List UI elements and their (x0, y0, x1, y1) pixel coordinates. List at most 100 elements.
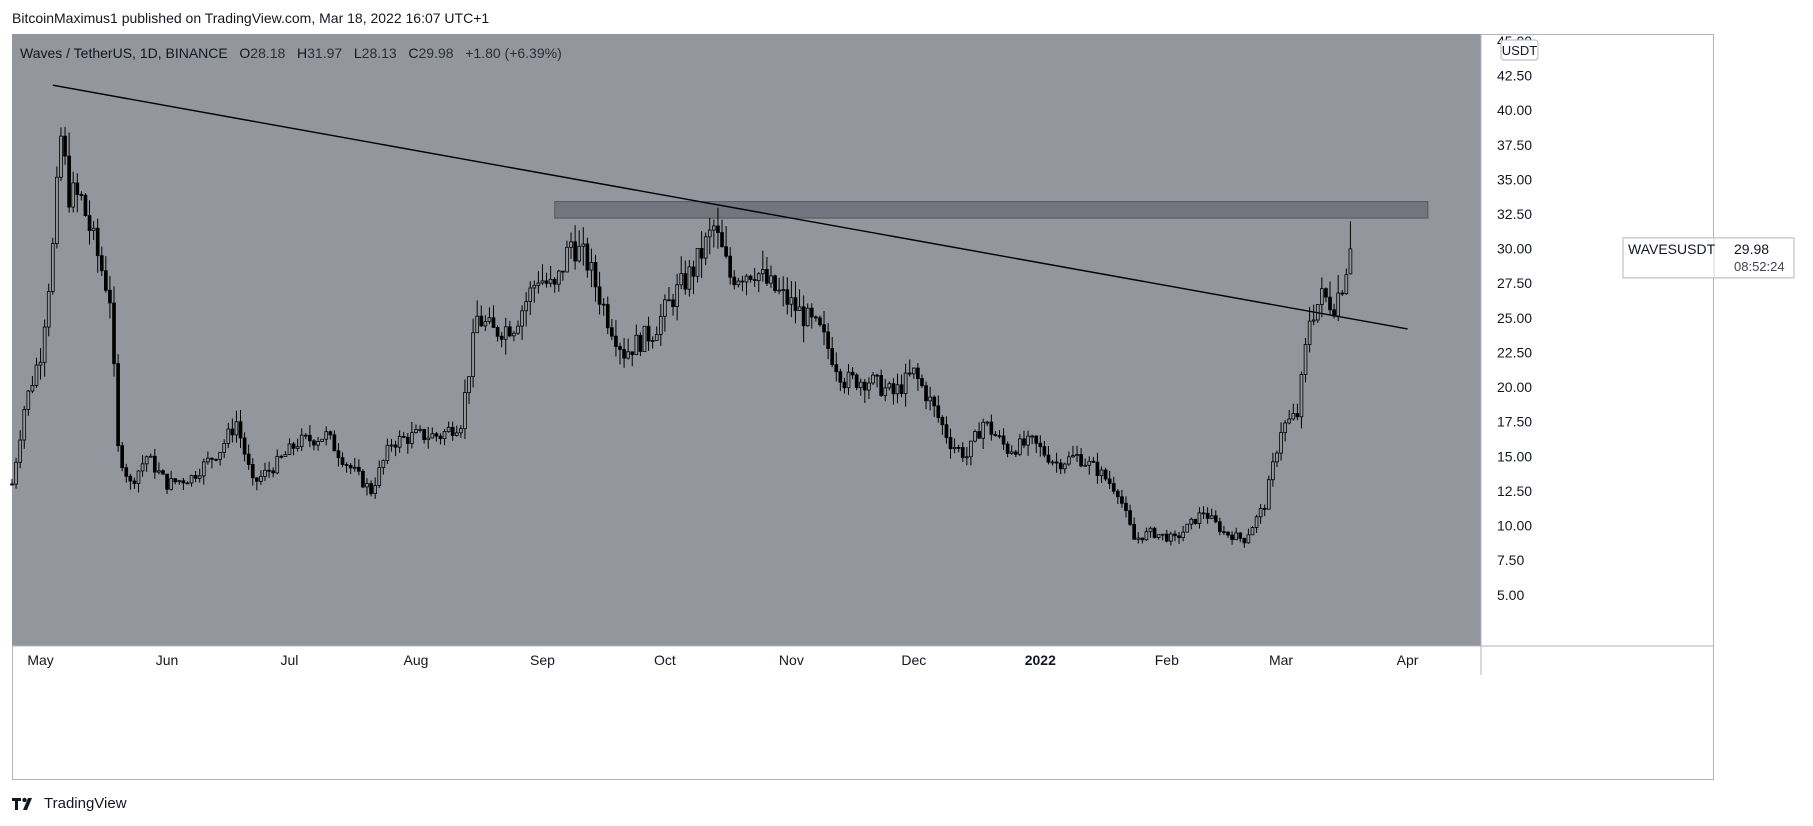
candle-body (626, 351, 630, 359)
y-tick-label: 15.00 (1497, 448, 1532, 464)
candle-body (161, 470, 165, 475)
candle-body (1144, 531, 1149, 541)
candle-body (675, 284, 679, 307)
candle-body (716, 225, 720, 233)
candle-body (230, 428, 235, 436)
candle-body (838, 371, 843, 383)
candle-body (1262, 507, 1267, 510)
candle-body (924, 385, 928, 402)
candle-body (724, 246, 728, 257)
candle-body (214, 458, 218, 461)
candle-body (475, 315, 480, 334)
candle-body (385, 444, 390, 462)
legend-open: 28.18 (250, 45, 285, 61)
candle-body (59, 135, 63, 178)
candle-body (728, 255, 733, 278)
candle-body (63, 135, 67, 157)
candle-body (136, 470, 141, 484)
candle-body (1128, 510, 1132, 525)
candle-body (903, 372, 908, 394)
x-tick-label: Mar (1269, 652, 1293, 668)
candle-body (401, 435, 406, 438)
candle-body (875, 374, 879, 377)
candle-body (50, 243, 55, 292)
candle-body (434, 433, 439, 437)
y-tick-label: 32.50 (1497, 206, 1532, 222)
candle-body (1213, 515, 1218, 523)
candle-body (1026, 435, 1030, 446)
candle-body (1054, 461, 1059, 464)
candle-body (1344, 274, 1349, 295)
candle-body (650, 340, 655, 342)
footer: TradingView (12, 795, 127, 812)
candle-body (189, 475, 194, 484)
candle-body (1050, 461, 1055, 464)
candle-body (369, 483, 373, 495)
candle-body (1034, 435, 1039, 444)
candle-body (10, 483, 14, 486)
candle-body (552, 278, 557, 285)
candle-body (1295, 413, 1300, 418)
candle-body (932, 396, 937, 407)
candle-body (622, 349, 626, 359)
candle-body (507, 326, 512, 337)
candle-body (1340, 292, 1345, 295)
candle-body (263, 469, 267, 477)
candle-body (679, 273, 684, 286)
candle-body (181, 480, 186, 484)
candle-body (373, 485, 377, 495)
candle-body (1030, 435, 1034, 438)
candle-body (38, 361, 43, 366)
candle-body (308, 434, 312, 442)
candle-body (365, 483, 369, 488)
candle-body (1169, 533, 1173, 542)
candle-body (71, 182, 76, 208)
candle-body (916, 367, 920, 379)
candle-body (965, 456, 969, 459)
candle-body (948, 437, 953, 450)
candle-body (250, 464, 255, 479)
y-tick-label: 12.50 (1497, 483, 1532, 499)
candle-body (895, 384, 900, 395)
candle-body (30, 385, 35, 392)
candle-body (981, 421, 986, 439)
candle-body (740, 280, 745, 283)
candle-body (993, 433, 998, 437)
candle-body (826, 331, 830, 349)
candle-body (91, 227, 96, 231)
candle-body (1164, 533, 1169, 542)
y-tick-label: 17.50 (1497, 414, 1532, 430)
candle-body (736, 280, 741, 286)
last-price-tag (1622, 237, 1795, 279)
resistance-zone (554, 201, 1429, 219)
candle-body (55, 176, 59, 245)
candle-body (1222, 531, 1226, 534)
candle-body (503, 326, 508, 340)
candle-body (144, 456, 149, 465)
candle-body (454, 432, 459, 436)
candle-body (450, 426, 455, 436)
candle-body (593, 262, 598, 288)
footer-brand: TradingView (44, 795, 127, 812)
candle-body (1271, 461, 1275, 481)
candle-body (695, 247, 700, 277)
candle-body (18, 439, 22, 463)
candle-body (1205, 512, 1210, 519)
candle-body (1189, 518, 1194, 525)
currency-button-label[interactable]: USDT (1502, 43, 1537, 58)
candle-body (352, 466, 357, 469)
candle-body (1075, 454, 1079, 457)
y-tick-label: 30.00 (1497, 241, 1532, 257)
tradingview-logo-icon[interactable] (12, 797, 38, 811)
candle-body (1120, 496, 1124, 504)
candle-body (1071, 455, 1075, 458)
candle-body (1177, 535, 1181, 539)
candle-body (871, 374, 875, 384)
candle-body (312, 440, 316, 446)
candle-body (218, 451, 222, 460)
candle-body (491, 317, 496, 328)
candle-body (907, 372, 912, 375)
candle-body (483, 321, 488, 327)
candle-body (1156, 534, 1161, 538)
